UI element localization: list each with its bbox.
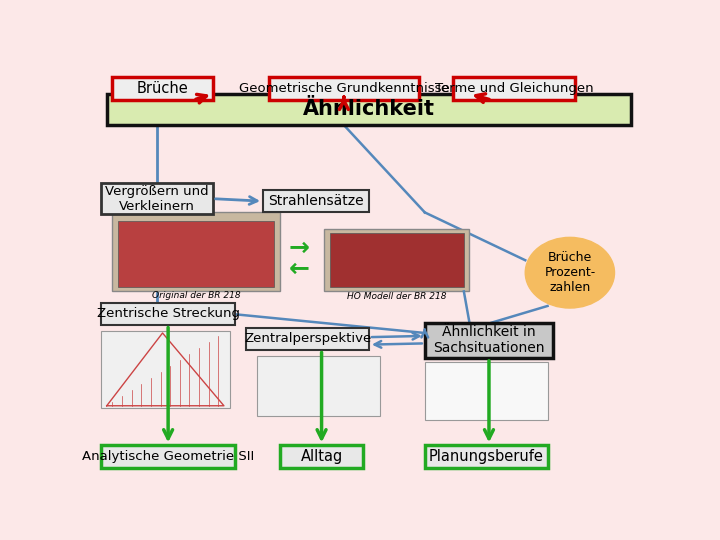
- Text: Zentralperspektive: Zentralperspektive: [244, 332, 372, 345]
- FancyBboxPatch shape: [101, 331, 230, 408]
- FancyBboxPatch shape: [112, 77, 213, 100]
- Text: →: →: [289, 236, 310, 260]
- FancyBboxPatch shape: [453, 77, 575, 100]
- FancyBboxPatch shape: [269, 77, 419, 100]
- FancyBboxPatch shape: [107, 94, 631, 125]
- Text: Planungsberufe: Planungsberufe: [428, 449, 544, 464]
- FancyBboxPatch shape: [112, 212, 279, 292]
- Text: Terme und Gleichungen: Terme und Gleichungen: [435, 82, 593, 95]
- Ellipse shape: [526, 238, 615, 308]
- Text: Brüche
Prozent-
zahlen: Brüche Prozent- zahlen: [544, 251, 595, 294]
- Text: Ähnlichkeit in
Sachsituationen: Ähnlichkeit in Sachsituationen: [433, 325, 545, 355]
- Text: Alltag: Alltag: [300, 449, 343, 464]
- Text: Ähnlichkeit: Ähnlichkeit: [303, 99, 435, 119]
- FancyBboxPatch shape: [258, 356, 380, 416]
- Text: ←: ←: [289, 256, 310, 281]
- FancyBboxPatch shape: [425, 446, 547, 468]
- FancyBboxPatch shape: [101, 303, 235, 325]
- FancyBboxPatch shape: [118, 221, 274, 287]
- FancyBboxPatch shape: [425, 322, 553, 358]
- FancyBboxPatch shape: [246, 328, 369, 349]
- FancyBboxPatch shape: [101, 183, 213, 214]
- Text: Zentrische Streckung: Zentrische Streckung: [96, 307, 240, 320]
- FancyBboxPatch shape: [280, 446, 364, 468]
- Text: Brüche: Brüche: [137, 81, 189, 96]
- Text: Analytische Geometrie SII: Analytische Geometrie SII: [82, 450, 254, 463]
- Text: Geometrische Grundkenntnisse: Geometrische Grundkenntnisse: [238, 82, 449, 95]
- Text: Vergrößern und
Verkleinern: Vergrößern und Verkleinern: [105, 185, 209, 213]
- FancyBboxPatch shape: [425, 362, 547, 420]
- Text: HO Modell der BR 218: HO Modell der BR 218: [347, 292, 446, 301]
- FancyBboxPatch shape: [263, 190, 369, 212]
- Text: Original der BR 218: Original der BR 218: [152, 292, 240, 300]
- FancyBboxPatch shape: [324, 229, 469, 292]
- FancyBboxPatch shape: [330, 233, 464, 287]
- FancyBboxPatch shape: [101, 446, 235, 468]
- Text: Strahlensätze: Strahlensätze: [268, 194, 364, 208]
